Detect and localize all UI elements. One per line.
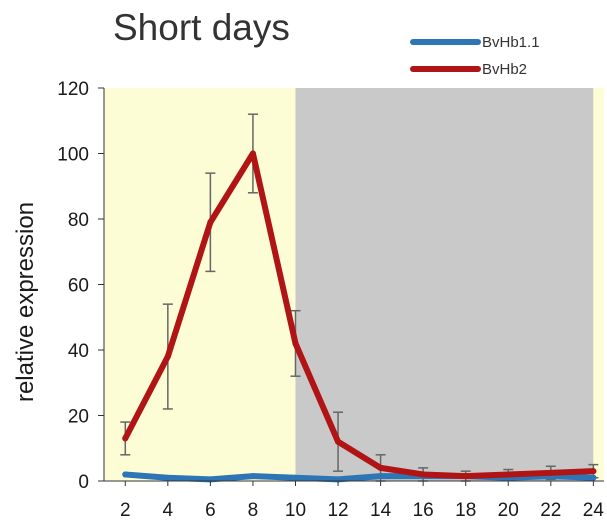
legend-label-bvhb1-1: BvHb1.1: [482, 34, 540, 51]
y-tick-label: 0: [78, 472, 89, 493]
data-point-bvhb1-1: [292, 474, 299, 481]
data-point-bvhb2: [377, 464, 384, 471]
y-tick-label: 40: [68, 341, 89, 362]
series-line-bvhb1-1: [122, 471, 597, 483]
y-tick-label: 20: [68, 407, 89, 428]
x-tick-label: 4: [163, 500, 174, 521]
data-point-bvhb2: [335, 438, 342, 445]
background-region-2: [295, 88, 594, 481]
data-point-bvhb1-1: [377, 473, 384, 480]
data-point-bvhb2: [122, 435, 129, 442]
y-tick-label: 80: [68, 210, 89, 231]
data-point-bvhb1-1: [164, 474, 171, 481]
x-tick-label: 18: [455, 500, 476, 521]
chart-title: Short days: [113, 7, 290, 48]
x-tick-label: 2: [120, 500, 131, 521]
data-point-bvhb1-1: [122, 471, 129, 478]
data-point-bvhb2: [249, 150, 256, 157]
data-point-bvhb2: [505, 471, 512, 478]
series-line-bvhb2: [122, 150, 597, 480]
data-point-bvhb2: [547, 469, 554, 476]
legend-label-bvhb2: BvHb2: [482, 61, 527, 78]
x-tick-label: 24: [583, 500, 605, 521]
data-point-bvhb2: [420, 471, 427, 478]
y-tick-label: 120: [57, 79, 89, 100]
data-point-bvhb2: [207, 219, 214, 226]
data-point-bvhb1-1: [590, 474, 597, 481]
data-point-bvhb1-1: [249, 473, 256, 480]
x-tick-label: 12: [327, 500, 348, 521]
x-tick-label: 16: [413, 500, 434, 521]
axes: [98, 87, 604, 486]
data-point-bvhb2: [292, 340, 299, 347]
data-point-bvhb2: [462, 473, 469, 480]
series-lines: [122, 150, 597, 483]
data-point-bvhb2: [590, 468, 597, 475]
background-regions: [104, 88, 604, 481]
x-tick-label: 20: [498, 500, 519, 521]
x-tick-label: 10: [285, 500, 306, 521]
legend: BvHb1.1 BvHb2: [410, 34, 540, 78]
x-tick-label: 14: [370, 500, 392, 521]
x-tick-label: 8: [248, 500, 259, 521]
x-tick-label: 22: [540, 500, 561, 521]
y-tick-label: 100: [57, 145, 89, 166]
background-region-3: [593, 88, 604, 481]
data-point-bvhb2: [164, 353, 171, 360]
y-tick-label: 60: [68, 276, 89, 297]
y-axis-label: relative expression: [12, 202, 39, 402]
x-tick-label: 6: [205, 500, 216, 521]
